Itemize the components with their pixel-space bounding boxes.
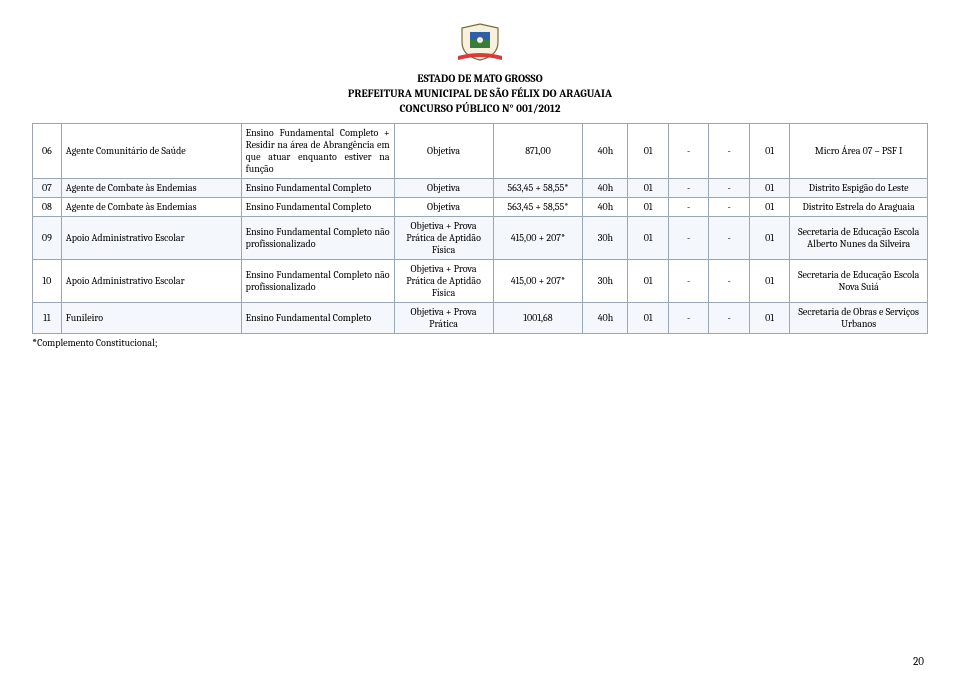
header-line-1: ESTADO DE MATO GROSSO: [32, 72, 928, 87]
cell-salario: 1001,68: [493, 302, 583, 333]
cell-salario: 563,45 + 58,55*: [493, 178, 583, 197]
cell-lotacao: Secretaria de Educação Escola Nova Suiá: [790, 259, 928, 302]
cell-cargo: Agente de Combate às Endemias: [61, 178, 241, 197]
cell-v3: -: [709, 259, 749, 302]
cell-ch: 40h: [583, 178, 628, 197]
cell-v2: -: [668, 302, 708, 333]
cell-v4: 01: [749, 259, 789, 302]
cell-requisito: Ensino Fundamental Completo: [241, 197, 394, 216]
cell-v4: 01: [749, 178, 789, 197]
cell-v4: 01: [749, 216, 789, 259]
cell-requisito: Ensino Fundamental Completo: [241, 178, 394, 197]
cell-salario: 563,45 + 58,55*: [493, 197, 583, 216]
cell-v3: -: [709, 178, 749, 197]
cell-cargo: Apoio Administrativo Escolar: [61, 259, 241, 302]
cell-v1: 01: [628, 302, 668, 333]
cell-v1: 01: [628, 216, 668, 259]
cell-lotacao: Micro Área 07 – PSF I: [790, 123, 928, 178]
cell-ch: 30h: [583, 259, 628, 302]
header-line-3: CONCURSO PÚBLICO N° 001/2012: [32, 102, 928, 117]
cell-v2: -: [668, 259, 708, 302]
footnote-text: Complemento Constitucional;: [37, 337, 157, 349]
table-row: 10Apoio Administrativo EscolarEnsino Fun…: [33, 259, 928, 302]
cell-num: 09: [33, 216, 62, 259]
cell-v4: 01: [749, 197, 789, 216]
cell-v1: 01: [628, 123, 668, 178]
cell-v3: -: [709, 302, 749, 333]
cell-salario: 415,00 + 207*: [493, 216, 583, 259]
table-row: 06Agente Comunitário de SaúdeEnsino Fund…: [33, 123, 928, 178]
cell-requisito: Ensino Fundamental Completo não profissi…: [241, 216, 394, 259]
document-header: ESTADO DE MATO GROSSO PREFEITURA MUNICIP…: [32, 72, 928, 117]
cell-num: 11: [33, 302, 62, 333]
table-row: 11FunileiroEnsino Fundamental CompletoOb…: [33, 302, 928, 333]
cell-v4: 01: [749, 123, 789, 178]
cell-v3: -: [709, 123, 749, 178]
cell-lotacao: Distrito Espigão do Leste: [790, 178, 928, 197]
cell-ch: 40h: [583, 302, 628, 333]
cell-requisito: Ensino Fundamental Completo + Residir na…: [241, 123, 394, 178]
table-row: 09Apoio Administrativo EscolarEnsino Fun…: [33, 216, 928, 259]
cell-v2: -: [668, 123, 708, 178]
cell-num: 08: [33, 197, 62, 216]
cell-prova: Objetiva: [394, 178, 493, 197]
cell-requisito: Ensino Fundamental Completo não profissi…: [241, 259, 394, 302]
municipal-crest: [32, 20, 928, 68]
cell-v4: 01: [749, 302, 789, 333]
page-number: 20: [913, 655, 924, 668]
cell-lotacao: Secretaria de Obras e Serviços Urbanos: [790, 302, 928, 333]
crest-icon: [452, 20, 508, 64]
cell-num: 06: [33, 123, 62, 178]
cell-ch: 40h: [583, 197, 628, 216]
cell-prova: Objetiva + Prova Prática de Aptidão Físi…: [394, 259, 493, 302]
cell-prova: Objetiva + Prova Prática: [394, 302, 493, 333]
cell-v2: -: [668, 178, 708, 197]
cell-prova: Objetiva: [394, 197, 493, 216]
cell-cargo: Funileiro: [61, 302, 241, 333]
cell-v3: -: [709, 197, 749, 216]
cell-ch: 40h: [583, 123, 628, 178]
cell-ch: 30h: [583, 216, 628, 259]
cell-lotacao: Distrito Estrela do Araguaia: [790, 197, 928, 216]
cell-cargo: Agente de Combate às Endemias: [61, 197, 241, 216]
cell-prova: Objetiva + Prova Prática de Aptidão Físi…: [394, 216, 493, 259]
cell-num: 07: [33, 178, 62, 197]
cell-num: 10: [33, 259, 62, 302]
table-row: 08Agente de Combate às EndemiasEnsino Fu…: [33, 197, 928, 216]
cell-v1: 01: [628, 197, 668, 216]
cell-cargo: Agente Comunitário de Saúde: [61, 123, 241, 178]
footnote: *Complemento Constitucional;: [32, 336, 928, 350]
cell-v2: -: [668, 197, 708, 216]
cell-salario: 871,00: [493, 123, 583, 178]
cell-prova: Objetiva: [394, 123, 493, 178]
cell-v3: -: [709, 216, 749, 259]
cell-v1: 01: [628, 259, 668, 302]
cell-lotacao: Secretaria de Educação Escola Alberto Nu…: [790, 216, 928, 259]
cell-cargo: Apoio Administrativo Escolar: [61, 216, 241, 259]
header-line-2: PREFEITURA MUNICIPAL DE SÃO FÉLIX DO ARA…: [32, 87, 928, 102]
table-row: 07Agente de Combate às EndemiasEnsino Fu…: [33, 178, 928, 197]
cell-v1: 01: [628, 178, 668, 197]
cell-v2: -: [668, 216, 708, 259]
cell-salario: 415,00 + 207*: [493, 259, 583, 302]
roles-table: 06Agente Comunitário de SaúdeEnsino Fund…: [32, 123, 928, 334]
cell-requisito: Ensino Fundamental Completo: [241, 302, 394, 333]
